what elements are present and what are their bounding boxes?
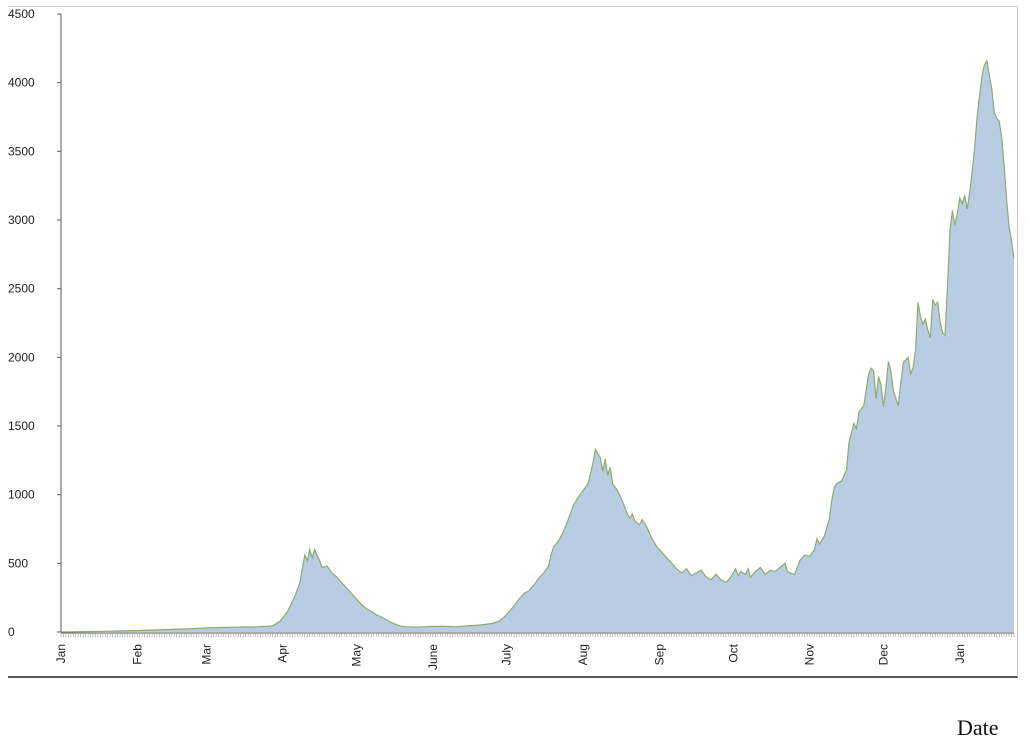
- y-tick-label: 1000: [8, 488, 35, 502]
- x-axis-title: Date: [957, 715, 999, 740]
- y-tick-label: 3000: [8, 213, 35, 227]
- x-month-label: July: [500, 644, 514, 665]
- x-month-label: Jan: [953, 644, 967, 663]
- y-tick-label: 4500: [8, 7, 35, 21]
- x-month-label: Aug: [576, 644, 590, 665]
- x-month-label: Oct: [726, 643, 740, 662]
- x-month-label: June: [426, 644, 440, 670]
- x-month-label: Dec: [876, 644, 890, 665]
- x-month-label: Nov: [803, 644, 817, 665]
- area-chart: 0 500 1000 1500 2000 2500 3000 3500 4000 4500 Jan F…: [8, 7, 1015, 670]
- y-tick-label: 2500: [8, 282, 35, 296]
- series-line: [60, 59, 1015, 633]
- x-month-label: Apr: [276, 644, 290, 663]
- y-tick-label: 2000: [8, 350, 35, 364]
- x-month-label: May: [350, 644, 364, 667]
- area-fill: [61, 60, 1014, 632]
- y-tick-label: 4000: [8, 76, 35, 90]
- x-month-label: Sep: [652, 644, 666, 666]
- x-month-label: Jan: [54, 644, 68, 663]
- y-tick-label: 500: [8, 556, 28, 570]
- x-month-label: Mar: [199, 644, 213, 665]
- y-tick-label: 3500: [8, 144, 35, 158]
- x-month-label: Feb: [130, 644, 144, 665]
- chart-frame: 0 500 1000 1500 2000 2500 3000 3500 4000 4500 Jan F…: [8, 6, 1018, 678]
- y-tick-label: 0: [8, 625, 15, 639]
- y-tick-label: 1500: [8, 419, 35, 433]
